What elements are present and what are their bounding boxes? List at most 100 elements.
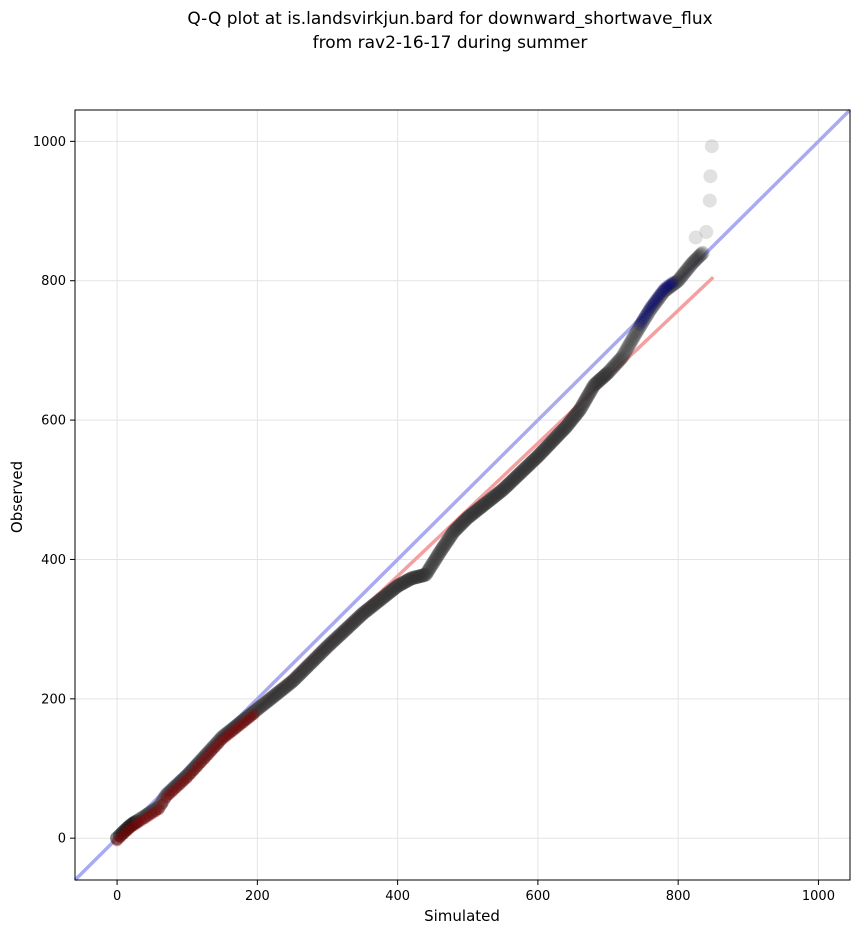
qq-point (353, 608, 368, 623)
qq-point (209, 736, 224, 751)
qq-point-lower (206, 745, 218, 757)
qq-point (495, 483, 510, 498)
qq-point-upper (633, 318, 646, 331)
qq-point (539, 440, 554, 455)
qq-point (490, 487, 505, 502)
qq-point (587, 378, 602, 393)
qq-point-upper (638, 309, 651, 322)
qq-point (455, 516, 470, 530)
qq-point (146, 803, 161, 818)
qq-point (496, 482, 511, 497)
qq-point (325, 634, 340, 649)
qq-point (588, 377, 603, 392)
qq-point (695, 245, 710, 260)
qq-point (562, 416, 577, 431)
qq-point (628, 327, 643, 342)
qq-point (467, 505, 482, 520)
qq-point (373, 592, 388, 607)
qq-point (602, 364, 617, 378)
qq-point-upper (640, 307, 653, 319)
qq-point (688, 252, 703, 267)
qq-point (367, 597, 382, 612)
qq-point (208, 737, 223, 752)
qq-point (317, 642, 332, 657)
qq-point (314, 645, 329, 660)
qq-point (510, 468, 525, 483)
qq-point (571, 404, 586, 419)
qq-point (329, 631, 344, 646)
fit-line (115, 275, 715, 843)
qq-point (400, 573, 415, 588)
qq-point (598, 368, 613, 382)
qq-point (247, 704, 262, 719)
qq-point (526, 453, 541, 468)
qq-point (240, 710, 255, 725)
qq-point (516, 462, 531, 477)
qq-point (283, 676, 298, 691)
qq-point (422, 562, 437, 577)
plot-area-frame (74, 109, 851, 881)
qq-point (198, 748, 213, 763)
qq-point (553, 425, 568, 440)
qq-point (412, 569, 427, 584)
qq-point (554, 424, 569, 439)
qq-point (543, 436, 558, 451)
qq-point (522, 457, 537, 472)
x-tick-label: 1000 (802, 889, 835, 904)
qq-point (269, 687, 284, 701)
qq-point (278, 680, 293, 695)
qq-point (178, 769, 193, 784)
qq-point (534, 445, 549, 460)
qq-point-lower (213, 738, 225, 750)
qq-point (237, 712, 252, 727)
qq-point-upper (652, 289, 665, 302)
qq-point (506, 472, 521, 487)
qq-point-upper (642, 304, 655, 317)
qq-point (438, 536, 453, 551)
qq-point (532, 447, 547, 462)
qq-point-tail (688, 230, 703, 245)
qq-point (225, 721, 240, 736)
qq-point (194, 753, 209, 767)
qq-point (620, 341, 634, 356)
qq-point (528, 451, 543, 466)
qq-point (359, 603, 374, 618)
chart-title-line-1: Q-Q plot at is.landsvirkjun.bard for dow… (187, 9, 712, 29)
qq-point (395, 576, 410, 591)
qq-point (268, 688, 283, 702)
x-axis-ticks: 0 200 400 600 800 1000 (113, 880, 835, 904)
qq-point (320, 639, 335, 654)
qq-point (279, 679, 294, 694)
qq-point (348, 613, 363, 628)
qq-point-upper (659, 281, 672, 294)
qq-point (286, 672, 301, 687)
qq-point (216, 729, 231, 744)
qq-point (154, 795, 169, 810)
qq-point (396, 575, 411, 590)
qq-point (473, 500, 488, 515)
qq-point (149, 801, 164, 816)
qq-point (447, 523, 462, 538)
qq-point (515, 463, 530, 478)
qq-point (537, 443, 551, 457)
y-tick-label: 200 (41, 692, 66, 707)
qq-point (136, 810, 151, 824)
qq-point (380, 587, 395, 601)
qq-point (655, 286, 670, 301)
qq-point (509, 469, 524, 484)
qq-point (280, 678, 295, 693)
qq-point (595, 370, 610, 385)
qq-point (159, 788, 174, 802)
qq-point-lower (244, 712, 256, 724)
qq-point (324, 635, 339, 650)
qq-point (344, 617, 359, 632)
qq-point-lower (209, 742, 221, 754)
qq-point (270, 686, 285, 700)
qq-point-lower (237, 717, 249, 729)
qq-point (416, 568, 431, 583)
qq-point (531, 448, 546, 463)
qq-point (275, 682, 290, 697)
qq-point (312, 647, 327, 662)
qq-point (144, 804, 159, 819)
